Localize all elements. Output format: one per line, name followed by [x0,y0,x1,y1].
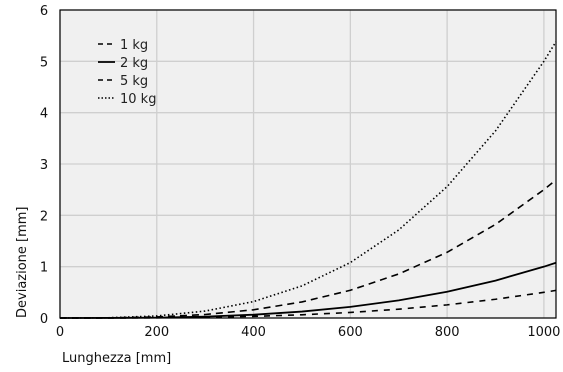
x-tick-label: 1000 [527,325,560,340]
y-tick-label: 0 [40,312,48,327]
grid-lines [59,9,556,319]
legend-label: 2 kg [120,56,148,71]
x-tick-label: 0 [56,325,64,340]
tick-labels: 0 200 400 600 800 1000 0 1 2 3 4 5 6 [40,4,561,340]
x-tick-label: 200 [144,325,169,340]
x-tick-label: 600 [338,325,363,340]
series-line-5-kg [59,179,557,319]
y-tick-label: 6 [40,4,48,19]
x-tick-label: 400 [241,325,266,340]
legend-label: 1 kg [120,38,148,53]
x-axis-label: Lunghezza [mm] [62,351,171,366]
legend: 1 kg 2 kg 5 kg 10 kg [98,38,156,107]
y-tick-label: 1 [40,261,48,276]
legend-label: 5 kg [120,74,148,89]
legend-label: 10 kg [120,92,156,107]
y-tick-label: 4 [40,107,48,122]
x-tick-label: 800 [435,325,460,340]
plot-frame [59,9,557,319]
y-tick-label: 5 [40,55,48,70]
y-tick-label: 2 [40,209,48,224]
y-tick-label: 3 [40,158,48,173]
series-line-10-kg [59,41,557,319]
y-axis-label: Deviazione [mm] [15,206,30,318]
